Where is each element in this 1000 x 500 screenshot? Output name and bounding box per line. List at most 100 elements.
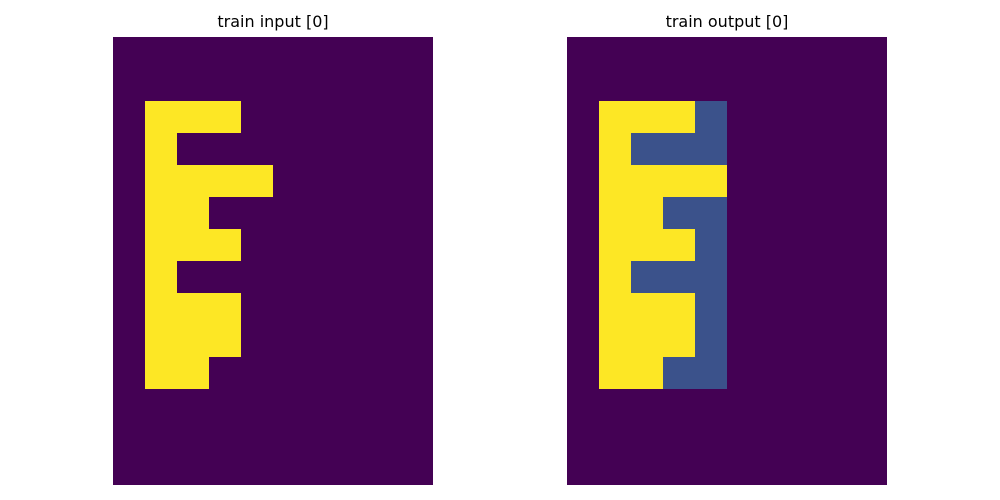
input-cell-r3-c3 bbox=[209, 133, 242, 166]
input-cell-r6-c5 bbox=[273, 229, 306, 262]
input-cell-r3-c8 bbox=[369, 133, 402, 166]
input-cell-r4-c0 bbox=[113, 165, 146, 198]
input-cell-r10-c2 bbox=[177, 357, 210, 390]
output-cell-r1-c7 bbox=[791, 69, 824, 102]
input-cell-r9-c7 bbox=[337, 325, 370, 358]
input-cell-r10-c7 bbox=[337, 357, 370, 390]
output-cell-r1-c8 bbox=[823, 69, 856, 102]
output-cell-r11-c2 bbox=[631, 389, 664, 422]
input-cell-r7-c7 bbox=[337, 261, 370, 294]
output-cell-r12-c9 bbox=[855, 421, 887, 454]
output-cell-r10-c1 bbox=[599, 357, 632, 390]
output-cell-r8-c1 bbox=[599, 293, 632, 326]
input-cell-r1-c4 bbox=[241, 69, 274, 102]
input-cell-r12-c5 bbox=[273, 421, 306, 454]
output-cell-r2-c5 bbox=[727, 101, 760, 134]
input-cell-r3-c5 bbox=[273, 133, 306, 166]
input-cell-r0-c2 bbox=[177, 37, 210, 70]
input-cell-r3-c4 bbox=[241, 133, 274, 166]
input-cell-r9-c0 bbox=[113, 325, 146, 358]
input-cell-r2-c6 bbox=[305, 101, 338, 134]
input-cell-r0-c7 bbox=[337, 37, 370, 70]
output-cell-r1-c4 bbox=[695, 69, 728, 102]
output-cell-r6-c7 bbox=[791, 229, 824, 262]
input-cell-r0-c6 bbox=[305, 37, 338, 70]
input-cell-r7-c5 bbox=[273, 261, 306, 294]
output-cell-r3-c7 bbox=[791, 133, 824, 166]
input-cell-r8-c5 bbox=[273, 293, 306, 326]
output-cell-r1-c5 bbox=[727, 69, 760, 102]
input-cell-r2-c0 bbox=[113, 101, 146, 134]
input-cell-r11-c9 bbox=[401, 389, 433, 422]
input-cell-r1-c2 bbox=[177, 69, 210, 102]
output-cell-r6-c5 bbox=[727, 229, 760, 262]
output-cell-r11-c0 bbox=[567, 389, 600, 422]
output-cell-r9-c9 bbox=[855, 325, 887, 358]
output-cell-r3-c2 bbox=[631, 133, 664, 166]
input-cell-r10-c9 bbox=[401, 357, 433, 390]
input-cell-r10-c4 bbox=[241, 357, 274, 390]
train-input-grid bbox=[113, 37, 433, 485]
output-cell-r3-c9 bbox=[855, 133, 887, 166]
output-cell-r10-c5 bbox=[727, 357, 760, 390]
input-cell-r4-c8 bbox=[369, 165, 402, 198]
input-cell-r8-c1 bbox=[145, 293, 178, 326]
input-cell-r7-c1 bbox=[145, 261, 178, 294]
output-cell-r4-c6 bbox=[759, 165, 792, 198]
input-cell-r13-c5 bbox=[273, 453, 306, 485]
input-cell-r2-c2 bbox=[177, 101, 210, 134]
output-cell-r8-c6 bbox=[759, 293, 792, 326]
output-cell-r0-c1 bbox=[599, 37, 632, 70]
output-cell-r11-c9 bbox=[855, 389, 887, 422]
input-cell-r12-c7 bbox=[337, 421, 370, 454]
input-cell-r7-c3 bbox=[209, 261, 242, 294]
input-cell-r6-c9 bbox=[401, 229, 433, 262]
input-cell-r6-c7 bbox=[337, 229, 370, 262]
input-cell-r3-c0 bbox=[113, 133, 146, 166]
input-cell-r12-c8 bbox=[369, 421, 402, 454]
input-cell-r9-c8 bbox=[369, 325, 402, 358]
output-cell-r3-c4 bbox=[695, 133, 728, 166]
input-cell-r6-c8 bbox=[369, 229, 402, 262]
input-cell-r5-c8 bbox=[369, 197, 402, 230]
input-cell-r8-c8 bbox=[369, 293, 402, 326]
input-cell-r6-c1 bbox=[145, 229, 178, 262]
input-cell-r13-c9 bbox=[401, 453, 433, 485]
output-cell-r13-c5 bbox=[727, 453, 760, 485]
output-cell-r10-c0 bbox=[567, 357, 600, 390]
input-cell-r12-c6 bbox=[305, 421, 338, 454]
input-cell-r12-c0 bbox=[113, 421, 146, 454]
output-cell-r6-c3 bbox=[663, 229, 696, 262]
input-cell-r11-c6 bbox=[305, 389, 338, 422]
output-cell-r7-c5 bbox=[727, 261, 760, 294]
output-cell-r6-c0 bbox=[567, 229, 600, 262]
input-cell-r11-c8 bbox=[369, 389, 402, 422]
output-cell-r11-c7 bbox=[791, 389, 824, 422]
input-cell-r0-c3 bbox=[209, 37, 242, 70]
output-cell-r12-c2 bbox=[631, 421, 664, 454]
input-cell-r12-c1 bbox=[145, 421, 178, 454]
input-cell-r13-c7 bbox=[337, 453, 370, 485]
output-cell-r9-c2 bbox=[631, 325, 664, 358]
output-cell-r12-c6 bbox=[759, 421, 792, 454]
input-cell-r7-c0 bbox=[113, 261, 146, 294]
output-cell-r13-c4 bbox=[695, 453, 728, 485]
input-cell-r8-c0 bbox=[113, 293, 146, 326]
output-cell-r7-c0 bbox=[567, 261, 600, 294]
input-cell-r8-c3 bbox=[209, 293, 242, 326]
input-cell-r3-c7 bbox=[337, 133, 370, 166]
output-cell-r12-c1 bbox=[599, 421, 632, 454]
input-cell-r11-c0 bbox=[113, 389, 146, 422]
input-cell-r10-c1 bbox=[145, 357, 178, 390]
input-cell-r2-c7 bbox=[337, 101, 370, 134]
input-cell-r7-c8 bbox=[369, 261, 402, 294]
output-cell-r5-c0 bbox=[567, 197, 600, 230]
output-cell-r11-c3 bbox=[663, 389, 696, 422]
output-cell-r7-c8 bbox=[823, 261, 856, 294]
output-cell-r10-c2 bbox=[631, 357, 664, 390]
output-cell-r5-c4 bbox=[695, 197, 728, 230]
input-cell-r4-c1 bbox=[145, 165, 178, 198]
input-cell-r13-c6 bbox=[305, 453, 338, 485]
output-cell-r13-c2 bbox=[631, 453, 664, 485]
output-cell-r8-c8 bbox=[823, 293, 856, 326]
